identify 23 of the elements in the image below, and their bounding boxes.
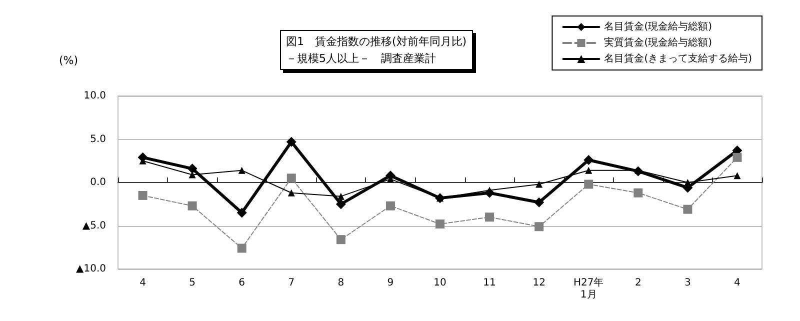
x-tick-label: 4 <box>140 278 146 288</box>
legend-label: 名目賃金(現金給与総額) <box>604 20 712 32</box>
x-tick-label: 12 <box>532 278 546 288</box>
x-tick-label: 6 <box>238 278 246 288</box>
y-tick-label: 10.0 <box>84 90 106 102</box>
x-tick-label: 2 <box>634 278 642 288</box>
y-tick-label: ▲5.0 <box>82 220 106 232</box>
x-tick-label: 5 <box>189 278 196 288</box>
x-tick-label: 11 <box>483 278 496 288</box>
x-tick-label: H27年 1月 <box>573 276 604 300</box>
x-tick-label: 9 <box>387 278 394 288</box>
x-tick-label: 10 <box>434 278 446 288</box>
y-tick-label: 5.0 <box>90 134 106 145</box>
x-tick-label: 3 <box>684 278 691 288</box>
chart-title: 図1 賃金指数の推移(対前年同月比) －規模5人以上－ 調査産業計 <box>286 35 467 65</box>
x-tick-label: 8 <box>338 278 344 288</box>
legend-label: 実質賃金(現金給与総額) <box>604 36 712 48</box>
x-tick-label: 4 <box>734 278 740 288</box>
y-tick-label: ▲10.0 <box>76 264 106 274</box>
y-axis-title: (%) <box>58 54 78 67</box>
legend-label: 名目賃金(きまって支給する給与) <box>604 52 752 64</box>
x-tick-label: 7 <box>288 278 295 288</box>
y-tick-label: 0.0 <box>90 177 106 188</box>
